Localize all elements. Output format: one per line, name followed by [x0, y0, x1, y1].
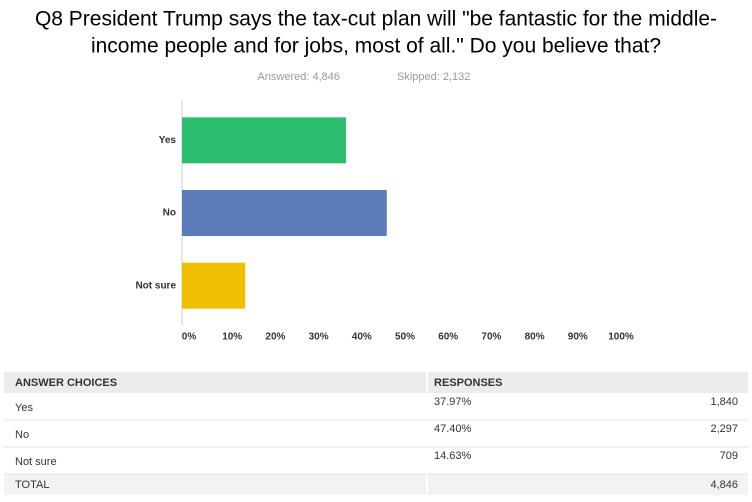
response-count: 2,297: [710, 423, 738, 435]
bar: [182, 262, 246, 309]
total-label: TOTAL: [15, 479, 49, 491]
skipped-count: Skipped: 2,132: [397, 71, 470, 83]
category-label: Yes: [159, 135, 177, 146]
x-tick-label: 40%: [352, 332, 372, 343]
bar: [182, 190, 387, 236]
response-count: 1,840: [710, 396, 738, 408]
x-tick-label: 60%: [438, 332, 458, 343]
response-percent: 47.40%: [434, 423, 472, 435]
answer-choice: No: [15, 429, 29, 441]
table-header-bg: [4, 372, 748, 393]
answered-count: Answered: 4,846: [257, 71, 340, 83]
category-label: Not sure: [135, 280, 176, 291]
x-tick-label: 50%: [395, 332, 415, 343]
x-tick-label: 90%: [568, 332, 588, 343]
table-total-bg: [4, 474, 748, 495]
chart-title: Q8 President Trump says the tax-cut plan…: [35, 8, 717, 31]
x-tick-label: 80%: [525, 332, 545, 343]
x-tick-label: 30%: [309, 332, 329, 343]
category-label: No: [163, 208, 176, 219]
table-header: RESPONSES: [434, 377, 502, 389]
response-count: 709: [720, 450, 738, 462]
x-tick-label: 70%: [481, 332, 501, 343]
response-percent: 37.97%: [434, 396, 472, 408]
answer-choice: Yes: [15, 402, 33, 414]
x-tick-label: 100%: [608, 332, 634, 343]
bar: [182, 117, 347, 164]
x-tick-label: 0%: [182, 332, 197, 343]
answer-choice: Not sure: [15, 456, 57, 468]
response-percent: 14.63%: [434, 450, 472, 462]
table-header: ANSWER CHOICES: [15, 377, 117, 389]
chart-title: income people and for jobs, most of all.…: [91, 35, 661, 58]
x-tick-label: 20%: [265, 332, 285, 343]
total-count: 4,846: [710, 479, 738, 491]
x-tick-label: 10%: [222, 332, 242, 343]
